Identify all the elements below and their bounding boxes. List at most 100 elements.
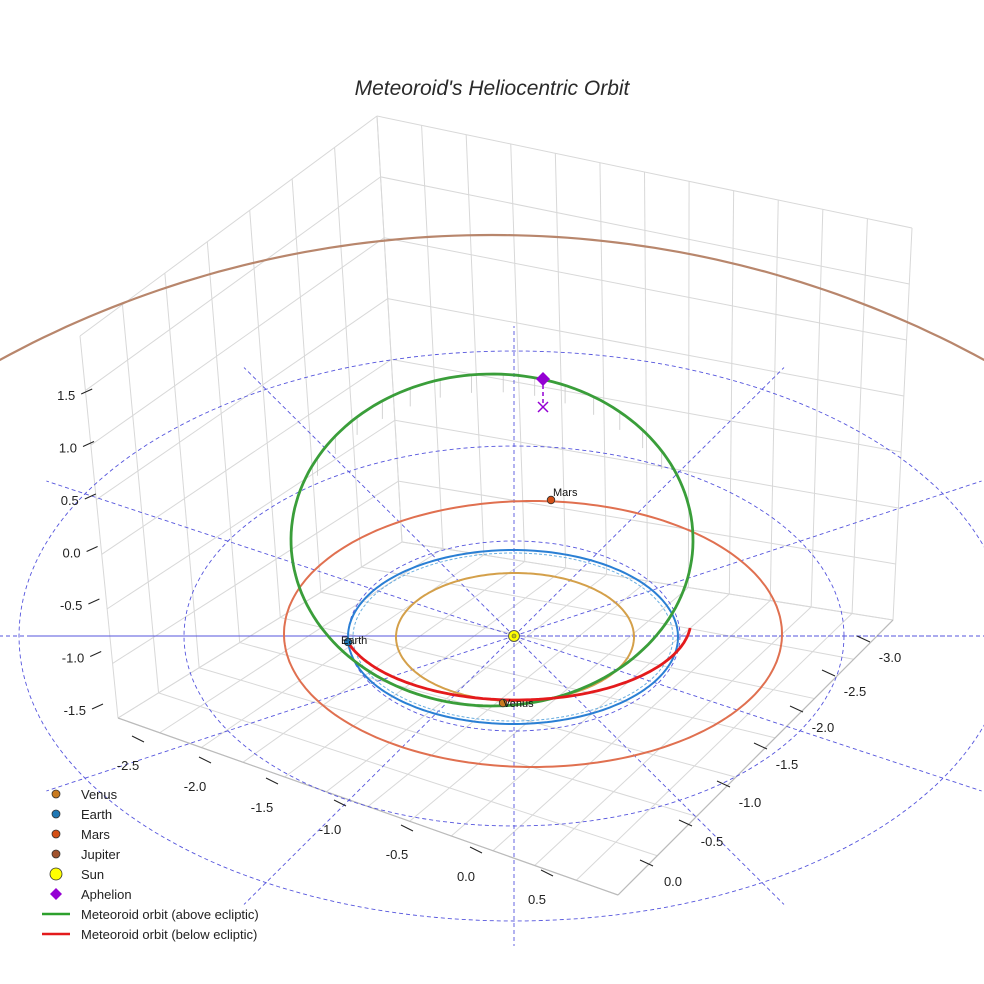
mars-orbit bbox=[282, 500, 783, 768]
mars-label: Mars bbox=[553, 487, 578, 499]
z-tick-label: 0.5 bbox=[61, 493, 79, 508]
planet-markers: Mars Earth Venus bbox=[341, 487, 578, 710]
aphelion-marker bbox=[536, 372, 550, 413]
y-tick-mark bbox=[789, 705, 804, 713]
y-tick-label: -3.0 bbox=[879, 650, 901, 665]
legend-label: Venus bbox=[81, 787, 118, 802]
z-tick-mark bbox=[84, 493, 97, 500]
legend-circle-icon bbox=[49, 867, 63, 881]
z-tick-mark bbox=[91, 703, 104, 710]
legend-label: Sun bbox=[81, 867, 104, 882]
legend-item: Venus bbox=[51, 787, 118, 802]
x-tick-mark bbox=[131, 735, 145, 743]
x-tick-label: -1.5 bbox=[251, 800, 273, 815]
x-tick-label: -2.0 bbox=[184, 779, 206, 794]
legend-item: Meteoroid orbit (below ecliptic) bbox=[42, 927, 257, 942]
aphelion-projection-x-icon bbox=[537, 401, 549, 413]
ecliptic-ring-1 bbox=[347, 540, 681, 732]
legend-diamond-icon bbox=[50, 888, 62, 900]
earth-orbit bbox=[346, 549, 679, 725]
legend-item: Earth bbox=[51, 807, 112, 822]
ecliptic-spoke bbox=[513, 635, 982, 792]
orbits bbox=[0, 233, 984, 768]
z-tick-mark bbox=[82, 441, 95, 447]
earth-label: Earth bbox=[341, 635, 367, 647]
y-tick-mark bbox=[678, 819, 693, 827]
ecliptic-ring-3 bbox=[18, 350, 984, 922]
z-axis-ticks: -1.5 -1.0 -0.5 0.0 0.5 1.0 1.5 bbox=[57, 388, 104, 718]
x-tick-mark bbox=[333, 799, 347, 807]
y-tick-label: -1.0 bbox=[739, 795, 761, 810]
meteoroid-orbit-below bbox=[346, 627, 692, 702]
ecliptic-spoke bbox=[513, 635, 785, 905]
y-tick-label: -1.5 bbox=[776, 757, 798, 772]
legend-item: Mars bbox=[51, 827, 110, 842]
y-tick-mark bbox=[753, 742, 768, 750]
y-tick-label: -2.0 bbox=[812, 720, 834, 735]
x-axis-ticks: -2.5 -2.0 -1.5 -1.0 -0.5 0.0 0.5 bbox=[117, 735, 554, 907]
x-tick-mark bbox=[265, 777, 279, 785]
x-tick-label: 0.5 bbox=[528, 892, 546, 907]
y-tick-label: -0.5 bbox=[701, 834, 723, 849]
sun-core bbox=[511, 633, 517, 639]
z-tick-label: 1.0 bbox=[59, 441, 77, 456]
ecliptic-spoke bbox=[243, 367, 515, 637]
legend-circle-icon bbox=[51, 789, 61, 799]
legend-item: Jupiter bbox=[51, 847, 121, 862]
x-tick-label: -1.0 bbox=[319, 822, 341, 837]
ecliptic-spoke bbox=[513, 480, 982, 637]
z-tick-label: -1.5 bbox=[64, 703, 86, 718]
x-tick-label: 0.0 bbox=[457, 869, 475, 884]
mars-marker bbox=[546, 495, 556, 505]
z-tick-mark bbox=[80, 388, 93, 395]
orbit-drop-lines bbox=[316, 374, 663, 476]
legend-label: Earth bbox=[81, 807, 112, 822]
earth-marker bbox=[343, 637, 353, 647]
z-tick-mark bbox=[88, 598, 100, 605]
legend-circle-icon bbox=[51, 829, 61, 839]
z-tick-mark bbox=[86, 546, 98, 552]
z-tick-label: -1.0 bbox=[62, 651, 84, 666]
venus-marker bbox=[498, 698, 508, 708]
legend-label: Meteoroid orbit (above ecliptic) bbox=[81, 907, 259, 922]
ecliptic-spoke bbox=[46, 480, 515, 637]
aphelion-diamond-icon bbox=[536, 372, 550, 386]
y-tick-mark bbox=[856, 635, 871, 643]
ecliptic-spoke bbox=[46, 635, 515, 792]
legend-label: Mars bbox=[81, 827, 110, 842]
ecliptic-grid bbox=[0, 326, 984, 946]
x-tick-mark bbox=[540, 869, 554, 877]
x-tick-label: -0.5 bbox=[386, 847, 408, 862]
legend-circle-icon bbox=[51, 809, 61, 819]
venus-label: Venus bbox=[503, 698, 534, 710]
x-tick-label: -2.5 bbox=[117, 758, 139, 773]
legend-circle-icon bbox=[51, 849, 61, 859]
legend-label: Jupiter bbox=[81, 847, 121, 862]
z-tick-mark bbox=[89, 651, 102, 657]
legend-label: Meteoroid orbit (below ecliptic) bbox=[81, 927, 257, 942]
x-tick-mark bbox=[198, 756, 212, 764]
legend-label: Aphelion bbox=[81, 887, 132, 902]
z-tick-label: 1.5 bbox=[57, 388, 75, 403]
y-tick-label: 0.0 bbox=[664, 874, 682, 889]
legend-item: Aphelion bbox=[50, 887, 132, 902]
ecliptic-spoke bbox=[243, 635, 515, 905]
z-tick-label: 0.0 bbox=[63, 546, 81, 561]
y-axis-ticks: -3.0 -2.5 -2.0 -1.5 -1.0 -0.5 0.0 bbox=[639, 635, 901, 889]
earth-orbit-track bbox=[352, 552, 674, 722]
y-tick-mark bbox=[639, 859, 654, 867]
legend: Venus Earth Mars Jupiter Sun Aphelion Meteoroi… bbox=[42, 787, 259, 942]
y-tick-label: -2.5 bbox=[844, 684, 866, 699]
legend-item: Meteoroid orbit (above ecliptic) bbox=[42, 907, 259, 922]
y-tick-mark bbox=[716, 780, 731, 788]
legend-item: Sun bbox=[49, 867, 104, 882]
jupiter-orbit bbox=[0, 233, 984, 362]
meteoroid-orbit-above bbox=[289, 372, 695, 708]
chart-title: Meteoroid's Heliocentric Orbit bbox=[355, 77, 631, 100]
z-tick-label: -0.5 bbox=[60, 598, 82, 613]
x-tick-mark bbox=[400, 824, 414, 832]
y-tick-mark bbox=[821, 669, 836, 677]
ecliptic-spoke bbox=[513, 367, 785, 637]
x-tick-mark bbox=[469, 846, 483, 854]
